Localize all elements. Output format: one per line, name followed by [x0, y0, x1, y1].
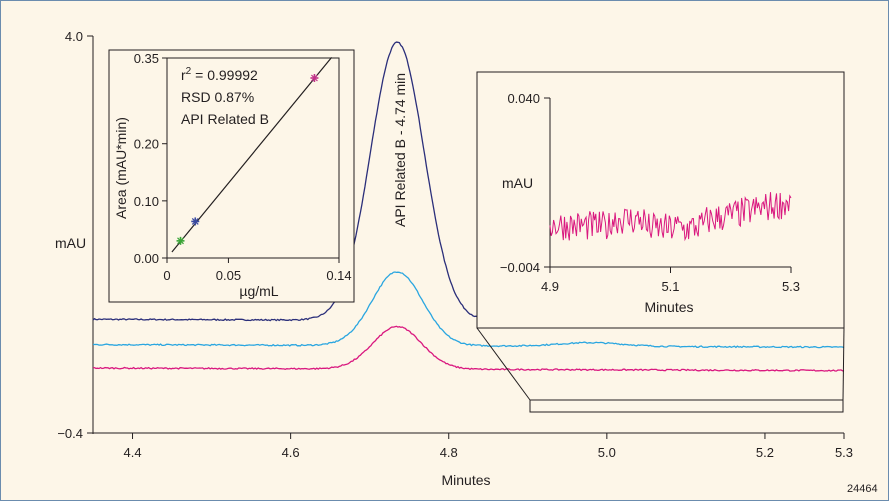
cal-point-stroke	[191, 218, 199, 225]
cal-x-tick-label: 0	[163, 268, 170, 283]
zoom-connector-left	[476, 327, 531, 401]
cal-y-axis-label: Area (mAU*min)	[113, 117, 129, 219]
cal-x-axis-label: µg/mL	[239, 283, 278, 299]
noise-y-tick-label: −0.004	[500, 260, 540, 275]
noise-inset-border	[476, 71, 845, 329]
cal-fit-line	[171, 57, 333, 253]
cal-point-stroke	[177, 237, 184, 245]
main-x-tick-label: 4.6	[282, 445, 300, 460]
cal-y-tick-label: 0.10	[134, 194, 159, 209]
main-x-tick-label: 5.2	[756, 445, 774, 460]
cal-point-1	[176, 236, 185, 245]
main-series-line-2	[92, 271, 845, 349]
noise-series-line	[549, 192, 792, 242]
cal-point-stroke	[311, 74, 318, 82]
main-x-tick-label: 5.0	[598, 445, 616, 460]
main-y-tick-label: −0.4	[57, 426, 83, 441]
figure-id: 24464	[847, 483, 878, 495]
main-series-line-3	[92, 325, 845, 372]
cal-x-tick-label: 0.05	[216, 268, 241, 283]
cal-y-tick-label: 0.20	[134, 137, 159, 152]
noise-x-tick-label: 5.3	[782, 279, 800, 294]
cal-compound-annotation: API Related B	[181, 111, 269, 127]
main-x-tick-label: 4.8	[440, 445, 458, 460]
zoom-connector-right	[842, 327, 845, 401]
noise-x-tick-label: 4.9	[541, 279, 559, 294]
calibration-inset-border	[108, 49, 355, 303]
noise-x-tick-label: 5.1	[661, 279, 679, 294]
cal-point-2	[191, 217, 200, 226]
main-y-tick-label: 4.0	[65, 29, 83, 44]
zoom-rectangle	[529, 399, 844, 413]
main-x-tick-label: 4.4	[123, 445, 141, 460]
main-x-ticks: 4.4 4.6 4.8 5.0 5.2 5.3	[123, 433, 853, 460]
main-x-tick-label: 5.3	[835, 445, 853, 460]
cal-rsd-annotation: RSD 0.87%	[181, 89, 254, 105]
cal-x-tick-label: 0.14	[326, 268, 351, 283]
noise-y-axis-label: mAU	[502, 175, 533, 191]
main-y-axis-label: mAU	[55, 235, 86, 251]
noise-y-tick-label: 0.040	[507, 91, 540, 106]
peak-annotation: API Related B - 4.74 min	[392, 73, 408, 227]
cal-point-3	[310, 74, 319, 82]
cal-y-tick-label: 0.00	[134, 251, 159, 266]
main-y-ticks: 4.0 −0.4	[57, 29, 93, 441]
cal-y-tick-label: 0.35	[134, 51, 159, 66]
noise-x-axis-label: Minutes	[644, 299, 693, 315]
calibration-plot-area	[166, 57, 340, 259]
zoom-region-box	[476, 327, 845, 413]
calibration-inset: 0.35 0.20 0.10 0.00 0 0.05 0.14 µg/mL Area (mAU*…	[108, 49, 355, 303]
main-x-axis-label: Minutes	[441, 472, 490, 488]
cal-r2-annotation: r2 = 0.99992	[181, 66, 258, 83]
